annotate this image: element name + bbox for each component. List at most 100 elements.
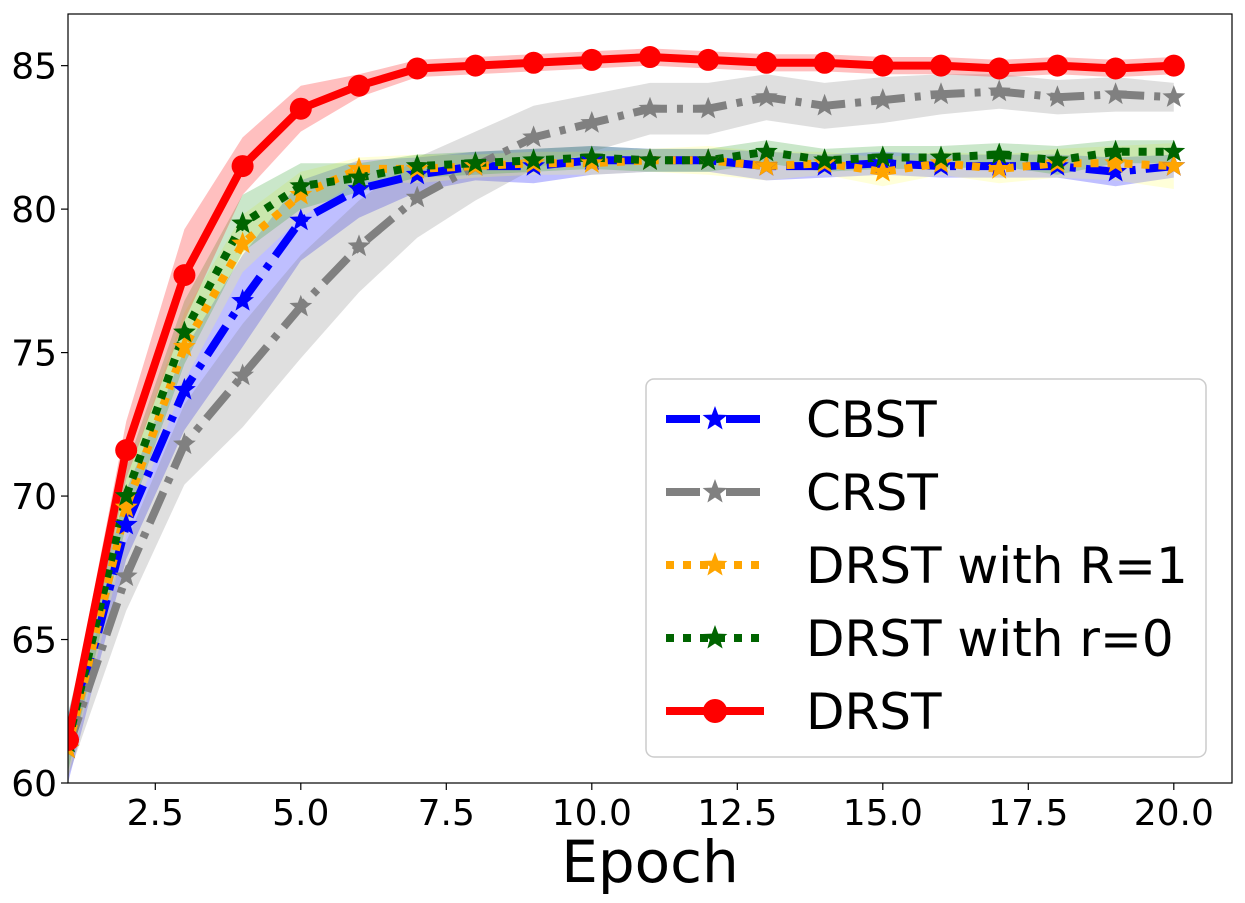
- point-crst: [522, 125, 545, 148]
- point-crst: [1162, 85, 1186, 107]
- point-drst: [988, 57, 1011, 80]
- point-drst-with-r-0: [580, 145, 604, 168]
- point-drst-with-r-0: [522, 148, 545, 170]
- point-drst: [1046, 54, 1069, 77]
- point-drst-with-r-1: [987, 156, 1011, 179]
- point-drst-with-r-0: [347, 165, 371, 188]
- point-cbst: [114, 512, 138, 535]
- point-drst: [115, 439, 138, 462]
- legend-marker-cbst: [702, 406, 728, 430]
- point-cbst: [1104, 159, 1127, 182]
- legend-marker-drst-with-r-0: [702, 625, 728, 649]
- legend-label-crst: CRST: [806, 464, 938, 522]
- point-drst-with-r-0: [1046, 148, 1069, 170]
- point-crst: [1046, 85, 1069, 107]
- point-crst: [231, 363, 254, 386]
- point-drst-with-r-0: [1162, 139, 1186, 162]
- point-crst: [638, 96, 662, 119]
- point-cbst: [231, 288, 254, 311]
- point-drst-with-r-0: [464, 151, 487, 173]
- x-tick-label: 10.0: [552, 793, 632, 834]
- legend-label-cbst: CBST: [806, 391, 937, 449]
- point-drst-with-r-0: [1104, 139, 1127, 162]
- y-tick-label: 60: [11, 764, 57, 805]
- point-drst-with-r-0: [173, 320, 196, 343]
- point-drst: [406, 57, 429, 80]
- point-cbst: [173, 377, 196, 400]
- legend-box: [645, 378, 1207, 758]
- point-drst: [464, 54, 487, 77]
- point-drst-with-r-0: [987, 142, 1011, 165]
- point-crst: [289, 294, 313, 317]
- legend-label-drst: DRST: [806, 683, 942, 741]
- point-drst-with-r-0: [871, 145, 895, 168]
- point-drst-with-r-0: [929, 145, 953, 168]
- line-crst: [68, 87, 1174, 750]
- x-axis-label: Epoch: [561, 828, 739, 896]
- point-drst: [639, 46, 661, 69]
- y-tick-label: 85: [11, 47, 57, 88]
- point-crst: [347, 234, 371, 257]
- confidence-bands: [68, 48, 1174, 783]
- point-drst-with-r-1: [871, 159, 895, 182]
- point-cbst: [347, 177, 371, 199]
- point-drst-with-r-1: [231, 231, 254, 254]
- plot-frame: [67, 13, 1233, 784]
- legend-label-drst-with-r-1: DRST with R=1: [806, 537, 1188, 595]
- x-tick-label: 5.0: [272, 793, 329, 834]
- x-tick-label: 2.5: [127, 793, 184, 834]
- point-crst: [755, 85, 778, 107]
- y-axis-ticks: 60 65 70 75 80 85: [11, 47, 68, 805]
- point-drst-with-r-0: [755, 139, 778, 162]
- point-drst: [813, 51, 836, 74]
- point-drst-with-r-0: [696, 148, 720, 170]
- point-cbst: [289, 208, 313, 231]
- point-drst: [173, 264, 196, 287]
- point-drst-with-r-0: [638, 148, 662, 170]
- point-drst: [522, 51, 545, 74]
- point-drst-with-r-1: [1162, 154, 1186, 176]
- legend-label-drst-with-r-0: DRST with r=0: [806, 610, 1174, 668]
- point-drst-with-r-1: [755, 154, 778, 176]
- point-crst: [696, 96, 720, 119]
- x-axis-ticks: 2.5 5.0 7.5 10.0 12.5 15.0 17.5 20.0: [127, 783, 1214, 834]
- point-crst: [987, 79, 1011, 102]
- legend: CBST CRST DRST with R=1 DRST with r=0 DRST: [645, 378, 1207, 758]
- point-drst-with-r-1: [114, 495, 138, 518]
- line-drst-with-r-0: [68, 147, 1174, 744]
- point-drst: [930, 54, 952, 77]
- point-drst: [871, 54, 894, 77]
- point-drst: [755, 51, 778, 74]
- x-tick-label: 15.0: [843, 793, 923, 834]
- legend-marker-drst-with-r-1: [702, 552, 728, 576]
- point-crst: [929, 82, 953, 105]
- y-tick-label: 75: [11, 334, 57, 375]
- point-drst: [1162, 54, 1185, 77]
- point-drst: [348, 74, 370, 97]
- point-drst-with-r-0: [289, 174, 313, 196]
- point-drst-with-r-0: [231, 211, 254, 234]
- point-crst: [813, 93, 836, 116]
- legend-marker-crst: [702, 479, 728, 503]
- y-tick-label: 70: [11, 477, 57, 518]
- point-drst: [289, 97, 312, 120]
- point-crst: [173, 432, 196, 455]
- legend-marker-drst: [703, 699, 727, 723]
- point-crst: [871, 88, 895, 110]
- y-tick-label: 80: [11, 190, 57, 231]
- point-drst-with-r-0: [405, 154, 429, 176]
- y-tick-label: 65: [11, 621, 57, 662]
- point-drst: [697, 48, 720, 71]
- point-drst: [580, 48, 603, 71]
- series-markers: [68, 46, 1186, 759]
- point-drst-with-r-0: [114, 484, 138, 506]
- point-drst-with-r-0: [813, 148, 836, 170]
- x-tick-label: 12.5: [697, 793, 777, 834]
- point-crst: [1104, 82, 1127, 105]
- point-crst: [580, 111, 604, 133]
- x-tick-label: 17.5: [988, 793, 1068, 834]
- point-drst: [231, 155, 254, 178]
- point-crst: [114, 564, 138, 587]
- point-drst-with-r-1: [1104, 151, 1127, 173]
